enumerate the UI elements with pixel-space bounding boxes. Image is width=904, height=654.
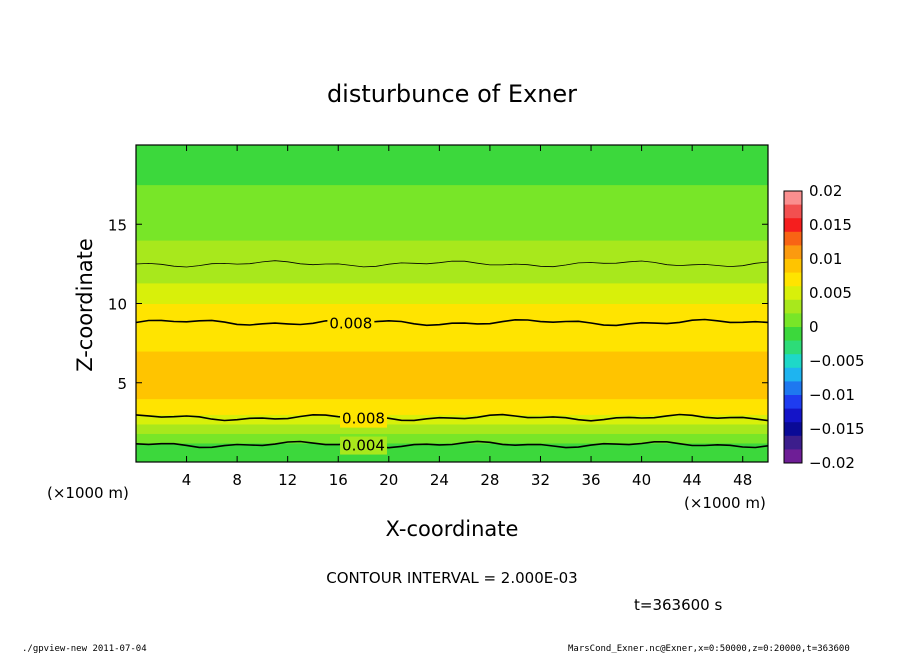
colorbar-swatch: [784, 327, 802, 342]
colorbar-label: −0.02: [809, 454, 855, 472]
plot-area: 0.008 0.008 0.004: [135, 144, 769, 463]
color-band: [136, 452, 768, 463]
colorbar-swatch: [784, 381, 802, 396]
x-tick-label: 44: [683, 471, 702, 489]
colorbar-label: 0.015: [809, 216, 852, 234]
contour-lines: 0.008 0.008 0.004: [135, 260, 769, 455]
colorbar-swatch: [784, 259, 802, 274]
colorbar-swatch: [784, 340, 802, 355]
x-tick-label: 16: [329, 471, 348, 489]
x-axis-label: X-coordinate: [386, 517, 519, 541]
colorbar-label: −0.015: [809, 420, 865, 438]
contour-label: 0.004: [342, 437, 385, 455]
footer-left: ./gpview-new 2011-07-04: [22, 644, 147, 654]
y-tick-label: 5: [117, 375, 127, 393]
x-unit-right: (×1000 m): [684, 494, 766, 512]
colorbar-swatch: [784, 218, 802, 233]
colorbar-frame: [783, 190, 803, 464]
color-band: [136, 442, 768, 453]
colorbar-swatch: [784, 299, 802, 314]
contour-line: [135, 440, 769, 449]
colorbar-swatch: [784, 367, 802, 382]
color-band: [136, 322, 768, 352]
color-band: [136, 184, 768, 217]
contour-label: 0.008: [342, 410, 385, 428]
y-axis-ticks: 5 10 15: [108, 216, 768, 393]
contour-label-bg: [340, 409, 387, 428]
x-tick-label: 4: [182, 471, 192, 489]
colorbar-swatch: [784, 395, 802, 410]
colorbar-label: 0.005: [809, 284, 852, 302]
color-band: [136, 423, 768, 434]
color-band: [136, 303, 768, 324]
colorbar-label: 0: [809, 318, 819, 336]
x-tick-label: 8: [232, 471, 242, 489]
colorbar-swatch: [784, 272, 802, 287]
x-tick-label: 32: [531, 471, 550, 489]
color-band: [136, 351, 768, 400]
contour-label-bg: [327, 314, 375, 333]
contour-label-bg: [340, 436, 387, 455]
x-tick-label: 20: [379, 471, 398, 489]
contour-line: [135, 260, 769, 268]
color-band: [136, 240, 768, 263]
y-tick-label: 10: [108, 296, 127, 314]
contour-interval-note: CONTOUR INTERVAL = 2.000E-03: [326, 569, 577, 587]
y-axis-label: Z-coordinate: [73, 238, 97, 372]
colorbar-swatch: [784, 422, 802, 437]
color-band: [136, 433, 768, 444]
colorbar-labels: 0.02 0.015 0.01 0.005 0 −0.005 −0.01 −0.015 −0.0…: [809, 182, 865, 472]
colorbar-swatch: [784, 408, 802, 423]
color-band: [136, 398, 768, 415]
contour-line: [135, 318, 769, 327]
color-fill-bands: [136, 145, 768, 463]
time-note: t=363600 s: [634, 596, 722, 614]
color-band: [136, 262, 768, 284]
colorbar-swatch: [784, 435, 802, 450]
colorbar-label: 0.02: [809, 182, 842, 200]
colorbar-swatch: [784, 313, 802, 328]
color-band: [136, 414, 768, 425]
chart-title: disturbunce of Exner: [327, 80, 577, 108]
colorbar-label: 0.01: [809, 250, 842, 268]
color-band: [136, 282, 768, 304]
colorbar-label: −0.005: [809, 352, 865, 370]
x-tick-label: 28: [480, 471, 499, 489]
y-tick-label: 15: [108, 216, 127, 234]
colorbar-label: −0.01: [809, 386, 855, 404]
x-tick-label: 36: [581, 471, 600, 489]
x-unit-left: (×1000 m): [47, 484, 129, 502]
colorbar-swatch: [784, 449, 802, 464]
colorbar-swatch: [784, 245, 802, 260]
x-axis-ticks: 4 8 12 16 20 24 28 32 36 40 44 48: [182, 145, 752, 489]
colorbar-swatch: [784, 204, 802, 219]
contour-label: 0.008: [329, 315, 372, 333]
color-band: [136, 145, 768, 186]
color-band: [136, 216, 768, 241]
colorbar: [784, 191, 802, 464]
colorbar-swatch: [784, 191, 802, 206]
footer-right: MarsCond_Exner.nc@Exner,x=0:50000,z=0:20…: [568, 644, 850, 654]
contour-line: [135, 413, 769, 422]
colorbar-swatch: [784, 354, 802, 369]
x-tick-label: 24: [430, 471, 449, 489]
x-tick-label: 12: [278, 471, 297, 489]
colorbar-swatch: [784, 286, 802, 301]
colorbar-swatch: [784, 231, 802, 246]
x-tick-label: 48: [733, 471, 752, 489]
x-tick-label: 40: [632, 471, 651, 489]
